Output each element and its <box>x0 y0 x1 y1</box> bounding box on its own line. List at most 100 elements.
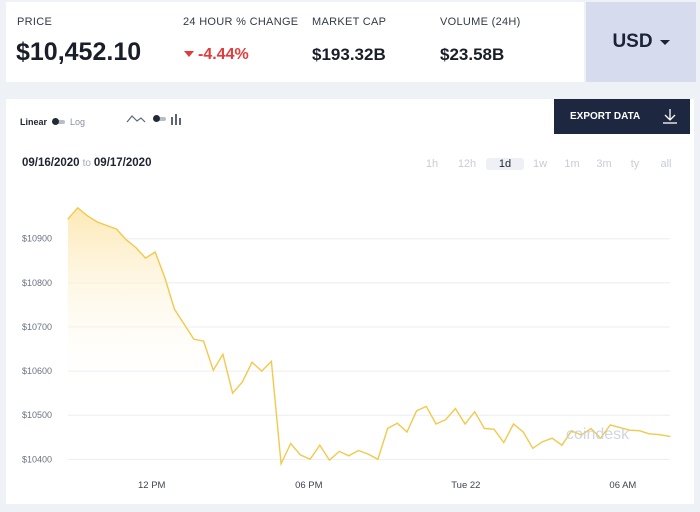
price-point <box>299 454 302 456</box>
price-point <box>503 441 505 444</box>
currency-selected: USD <box>612 31 653 52</box>
price-point <box>406 431 408 433</box>
chart-card: $10400 $10500 $10600 $10700 $10800 $10900 12 P… <box>6 99 694 504</box>
price-point <box>600 437 602 439</box>
price-point <box>212 369 214 371</box>
volume-label: VOLUME (24H) <box>440 16 521 28</box>
export-data-button[interactable]: EXPORT DATA <box>554 99 690 134</box>
price-point <box>77 207 79 209</box>
chart-type-switch[interactable] <box>153 115 166 122</box>
range-1h[interactable]: 1h <box>425 158 439 170</box>
price-point <box>251 361 253 363</box>
chevron-down-icon <box>659 39 670 45</box>
price-point <box>590 427 592 430</box>
date-start[interactable]: 09/16/2020 <box>22 157 80 169</box>
price-point <box>454 408 456 410</box>
price-point <box>619 426 621 429</box>
range-1w[interactable]: 1w <box>532 158 548 170</box>
price-point <box>648 433 650 435</box>
price-point <box>309 458 311 460</box>
price-point <box>280 463 282 465</box>
date-end[interactable]: 09/17/2020 <box>93 157 152 169</box>
y-tick-label: $10400 <box>22 454 52 464</box>
price-point <box>241 381 243 383</box>
range-1m[interactable]: 1m <box>564 158 580 170</box>
market-cap-label: MARKET CAP <box>312 16 387 28</box>
price-point <box>435 423 437 425</box>
price-point <box>386 427 389 430</box>
price-point <box>561 444 563 446</box>
scale-toggle[interactable]: Linear Log <box>20 117 85 127</box>
price-point <box>416 410 418 412</box>
date-range[interactable]: 09/16/2020 to 09/17/2020 <box>22 157 151 169</box>
price-point <box>474 411 476 413</box>
coindesk-watermark: coindesk <box>566 426 630 443</box>
price-point <box>669 435 671 438</box>
range-ty[interactable]: ty <box>630 158 640 170</box>
price-point <box>377 458 379 460</box>
price-point <box>154 251 156 253</box>
price-point <box>338 450 340 453</box>
scale-toggle-switch[interactable] <box>52 118 66 125</box>
price-point <box>270 360 272 362</box>
change-label: 24 HOUR % CHANGE <box>183 16 299 28</box>
x-tick-label: 12 PM <box>138 480 166 491</box>
price-chart[interactable]: $10400 $10500 $10600 $10700 $10800 $10900 12 P… <box>6 99 694 504</box>
market-cap-value: $193.32B <box>312 45 386 64</box>
price-point <box>193 338 195 340</box>
download-icon <box>663 109 677 124</box>
price-point <box>580 434 582 436</box>
price-point <box>232 392 234 394</box>
time-range-selector: 1h 12h 1d 1w 1m 3m ty all <box>416 158 682 170</box>
price-point <box>202 340 205 342</box>
range-1d[interactable]: 1d <box>486 158 524 170</box>
price-point <box>319 444 321 446</box>
price-point <box>115 228 118 230</box>
price-value: $10,452.10 <box>16 38 142 66</box>
price-point <box>290 442 292 445</box>
change-value: -4.44% <box>198 46 249 63</box>
x-tick-label: 06 PM <box>295 480 323 491</box>
y-tick-label: $10700 <box>22 322 52 332</box>
y-tick-label: $10500 <box>22 410 52 420</box>
x-tick-label: Tue 22 <box>451 480 480 491</box>
scale-log-label[interactable]: Log <box>70 117 86 127</box>
price-point <box>348 455 350 457</box>
price-point <box>183 323 185 325</box>
price-point <box>173 308 176 310</box>
bar-chart-icon[interactable] <box>170 113 184 125</box>
price-point <box>261 370 263 372</box>
currency-selector[interactable]: USD <box>586 2 696 82</box>
price-point <box>328 459 331 461</box>
chart-type-toggle[interactable] <box>126 113 184 125</box>
price-point <box>106 224 108 227</box>
price-point <box>396 422 398 424</box>
price-point <box>629 429 631 431</box>
price-point <box>367 453 369 455</box>
price-point <box>164 276 166 279</box>
export-data-label: EXPORT DATA <box>570 111 641 122</box>
price-point <box>445 419 447 421</box>
price-point <box>638 430 640 432</box>
price-point <box>609 424 611 426</box>
line-chart-icon[interactable] <box>126 113 146 125</box>
price-point <box>464 423 466 425</box>
range-12h[interactable]: 12h <box>457 158 477 170</box>
price-point <box>551 437 553 439</box>
price-point <box>493 428 495 430</box>
price-point <box>522 431 524 433</box>
price-point <box>86 215 88 217</box>
range-all[interactable]: all <box>660 158 672 170</box>
price-point <box>96 221 98 223</box>
price-point <box>125 238 127 241</box>
price-point <box>570 430 573 432</box>
price-point <box>67 218 69 220</box>
change-value-wrap: -4.44% <box>184 46 249 64</box>
y-tick-label: $10900 <box>22 234 52 244</box>
price-point <box>357 449 360 452</box>
stats-panel: PRICE $10,452.10 24 HOUR % CHANGE -4.44%… <box>6 2 584 82</box>
range-3m[interactable]: 3m <box>596 158 612 170</box>
price-point <box>222 353 224 355</box>
price-area-fill <box>68 207 670 478</box>
scale-linear-label[interactable]: Linear <box>20 117 48 127</box>
